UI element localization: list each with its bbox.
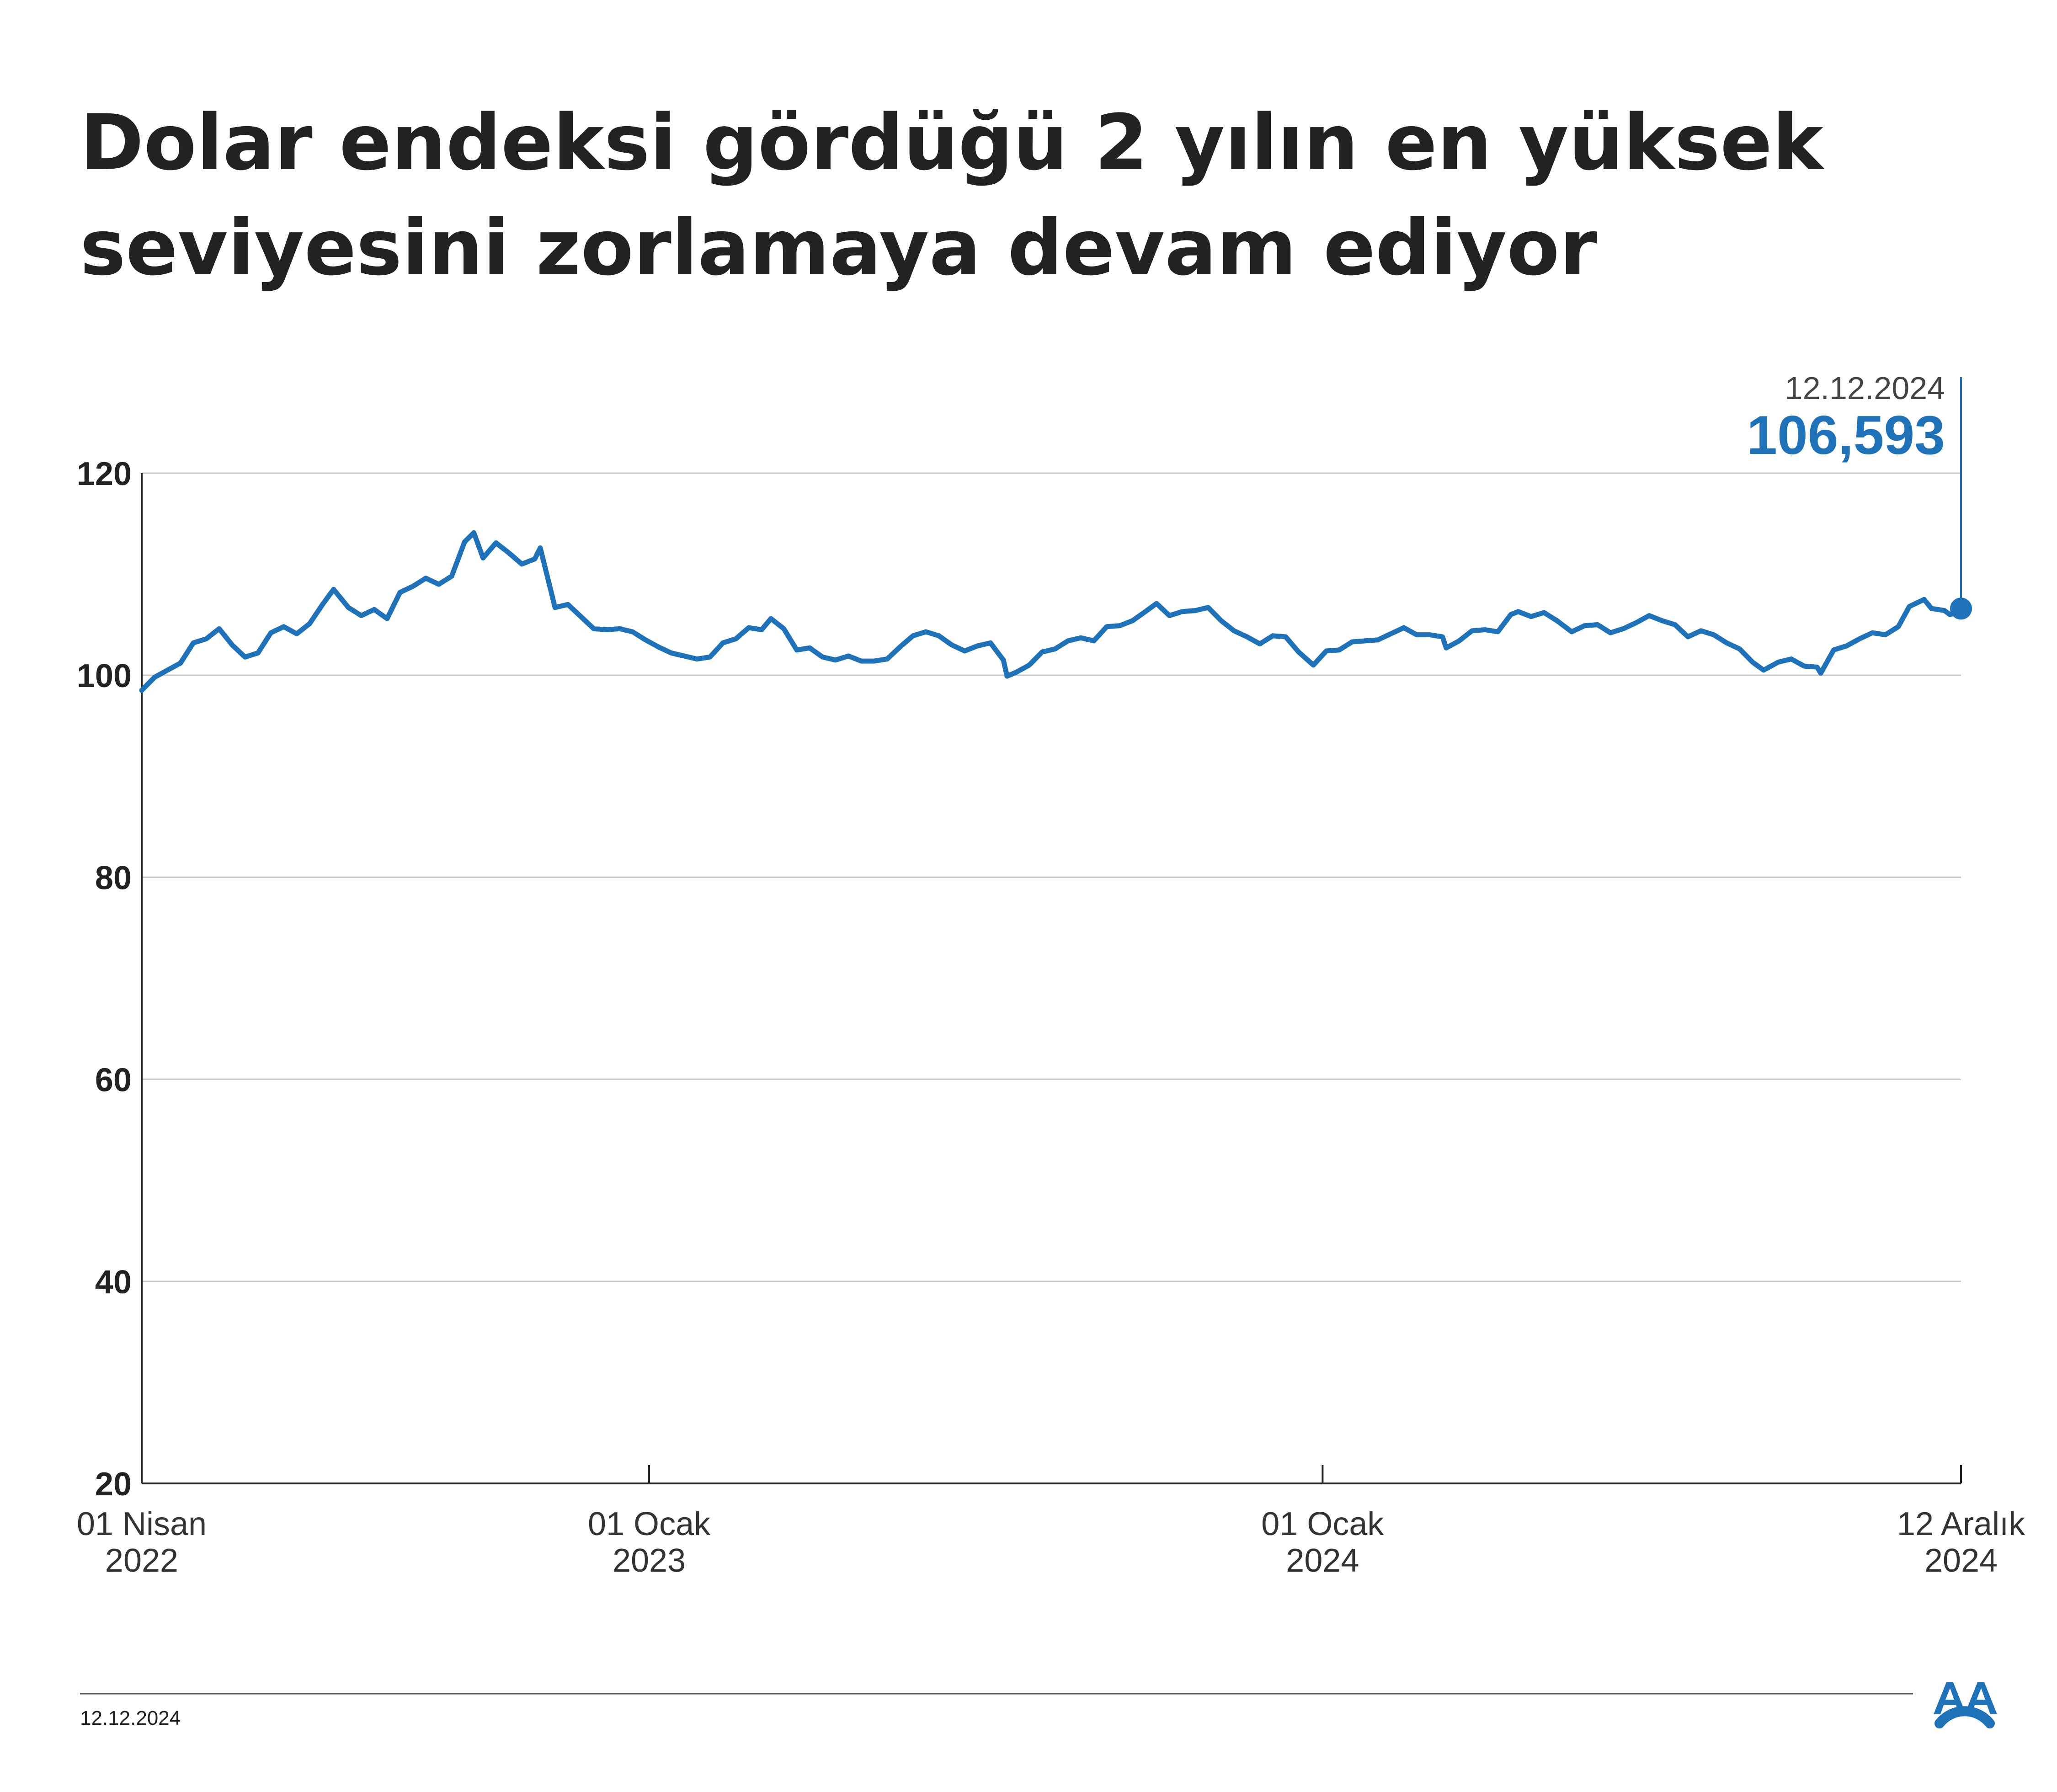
last-point-date-label: 12.12.2024: [1785, 370, 1945, 406]
y-tick-label-20: 20: [95, 1466, 132, 1503]
x-tick-label-3-line-2: 2024: [1924, 1542, 1998, 1579]
x-tick-label-2-line-2: 2024: [1286, 1542, 1359, 1579]
x-tick-label-3-line-1: 12 Aralık: [1897, 1506, 2025, 1542]
series-line-0: [139, 530, 1964, 693]
x-tick-label-0-line-2: 2022: [105, 1542, 178, 1579]
y-axis-ticks: 20 40 60 80 100 120: [77, 456, 132, 1503]
last-point-value-label: 106,593: [1747, 405, 1945, 466]
axes: [141, 473, 1961, 1484]
x-tick-label-1-line-1: 01 Ocak: [588, 1506, 711, 1542]
aa-logo-icon: [1934, 1682, 1997, 1728]
grid-lines: [142, 472, 1961, 1282]
y-tick-label-120: 120: [77, 456, 132, 492]
x-tick-label-2-line-1: 01 Ocak: [1261, 1506, 1384, 1542]
y-tick-label-40: 40: [95, 1264, 132, 1301]
footer-date: 12.12.2024: [80, 1707, 181, 1729]
y-tick-label-100: 100: [77, 658, 132, 694]
x-tick-label-1-line-2: 2023: [613, 1542, 686, 1579]
chart-title-line-2: seviyesini zorlamaya devam ediyor: [80, 203, 1598, 293]
series-layer: [139, 377, 1972, 693]
x-tick-label-0-line-1: 01 Nisan: [77, 1506, 207, 1542]
y-tick-label-60: 60: [95, 1062, 132, 1099]
y-tick-label-80: 80: [95, 860, 132, 896]
chart-title-line-1: Dolar endeksi gördüğü 2 yılın en yüksek: [80, 98, 1825, 187]
last-point-marker: [1950, 597, 1972, 620]
